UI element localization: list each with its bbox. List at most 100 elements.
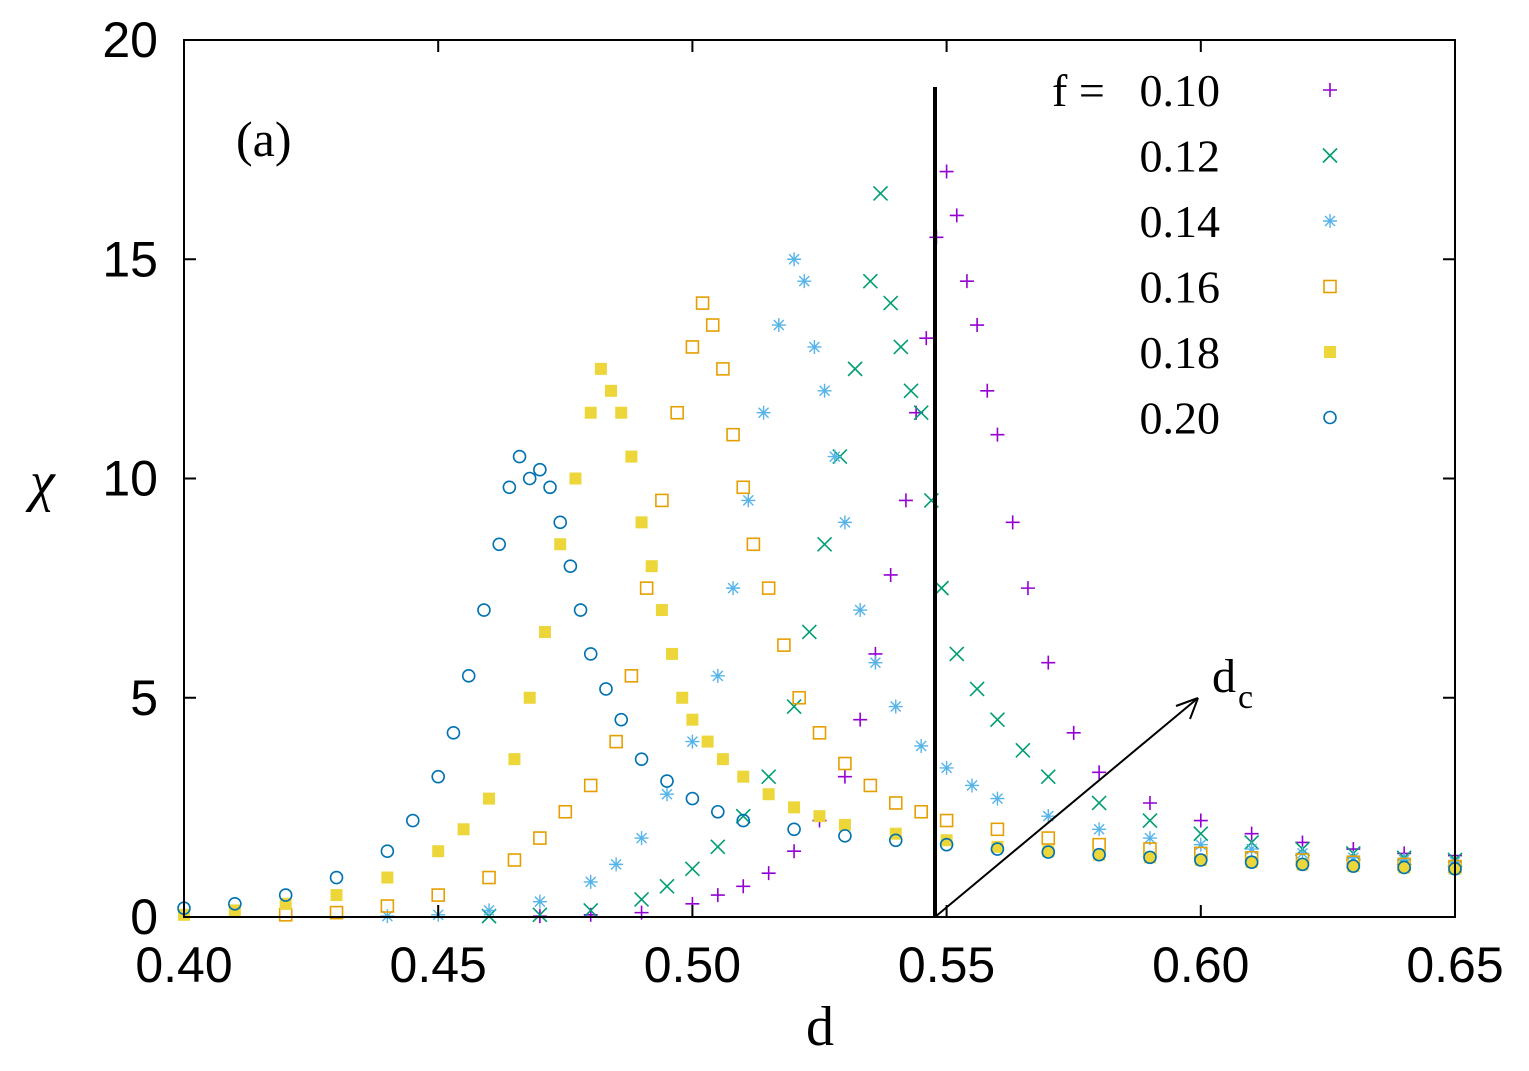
data-point <box>797 274 812 289</box>
data-point <box>710 839 726 855</box>
legend-prefix: f = <box>1052 65 1105 116</box>
legend-label: 0.14 <box>1140 196 1221 247</box>
data-point <box>1245 856 1258 869</box>
data-point <box>1020 581 1035 596</box>
legend: 0.10 f = 0.12 0.14 0.16 0.18 0.20 <box>1052 65 1338 444</box>
data-point <box>492 537 507 552</box>
legend-label: 0.16 <box>1140 262 1221 313</box>
data-point <box>893 339 909 355</box>
data-point <box>761 866 776 881</box>
data-point <box>701 735 714 748</box>
data-point <box>737 770 750 783</box>
annotation-subscript: c <box>1238 679 1253 716</box>
data-point <box>483 792 496 805</box>
data-point <box>746 537 761 552</box>
data-point <box>913 405 929 421</box>
data-point <box>990 791 1005 806</box>
data-point <box>1193 826 1209 842</box>
data-point <box>695 296 710 310</box>
data-point <box>1193 837 1208 852</box>
x-tick-label: 0.50 <box>644 937 741 993</box>
data-point <box>827 449 842 464</box>
series-0.14 <box>380 252 1462 924</box>
data-point <box>898 493 913 508</box>
data-point <box>625 450 638 463</box>
data-point <box>685 340 700 354</box>
data-point <box>838 829 852 843</box>
data-point <box>670 405 684 420</box>
data-point <box>1193 813 1208 828</box>
data-point <box>477 603 491 617</box>
data-point <box>502 480 517 495</box>
data-point <box>583 778 598 793</box>
data-point <box>645 560 658 573</box>
data-point <box>573 603 588 617</box>
legend-label: 0.18 <box>1140 327 1221 378</box>
y-tick-label: 10 <box>102 451 158 507</box>
series-0.10 <box>532 164 1462 924</box>
x-tick-label: 0.45 <box>390 937 487 993</box>
data-point <box>741 493 756 508</box>
data-point <box>659 878 675 894</box>
data-point <box>710 888 725 903</box>
data-point <box>705 318 720 332</box>
data-point <box>1244 855 1259 869</box>
data-point <box>726 427 740 442</box>
data-point <box>380 899 395 913</box>
data-marks <box>177 164 1463 924</box>
data-point <box>1142 831 1157 846</box>
data-point <box>432 845 445 858</box>
data-point <box>919 331 934 346</box>
data-point <box>786 698 802 715</box>
data-point <box>888 833 903 848</box>
data-point <box>949 208 964 223</box>
data-point <box>457 823 470 836</box>
plot-frame <box>183 39 1456 918</box>
data-point <box>1041 845 1056 859</box>
data-point <box>939 837 954 852</box>
data-point <box>599 682 613 696</box>
data-point <box>583 902 599 918</box>
legend-marker <box>1323 279 1337 294</box>
data-point <box>853 712 868 727</box>
data-point <box>756 405 771 420</box>
data-point <box>446 726 461 740</box>
data-point <box>1194 853 1208 867</box>
legend-label: 0.10 <box>1140 65 1221 116</box>
data-point <box>594 362 607 375</box>
data-point <box>538 625 551 638</box>
data-point <box>940 834 953 847</box>
annotation-arrowhead <box>1175 697 1199 720</box>
y-tick-label: 15 <box>102 231 158 287</box>
data-point <box>1092 822 1107 837</box>
data-point <box>989 712 1006 728</box>
data-point <box>914 738 929 753</box>
data-point <box>1142 795 1157 810</box>
data-point <box>676 691 689 704</box>
data-point <box>990 842 1005 856</box>
data-point <box>558 804 573 819</box>
data-point <box>655 493 669 508</box>
data-point <box>1041 831 1056 845</box>
series-0.12 <box>481 185 1463 924</box>
data-point <box>1244 826 1259 841</box>
data-point <box>1041 655 1056 670</box>
data-point <box>969 681 985 697</box>
data-point <box>1244 842 1259 857</box>
annotation-arrow <box>934 697 1199 918</box>
data-point <box>1347 860 1360 873</box>
data-point <box>970 318 985 333</box>
legend-marker <box>1323 83 1337 97</box>
x-tick-label: 0.65 <box>1406 937 1503 993</box>
data-point <box>801 624 817 640</box>
data-point <box>787 822 801 837</box>
data-point <box>583 874 598 889</box>
x-tick-label: 0.40 <box>135 937 232 993</box>
data-point <box>330 889 343 902</box>
data-point <box>635 516 648 529</box>
data-point <box>990 427 1005 442</box>
data-point <box>609 734 623 749</box>
annotation-label: d <box>1212 650 1236 703</box>
data-point <box>990 822 1005 837</box>
